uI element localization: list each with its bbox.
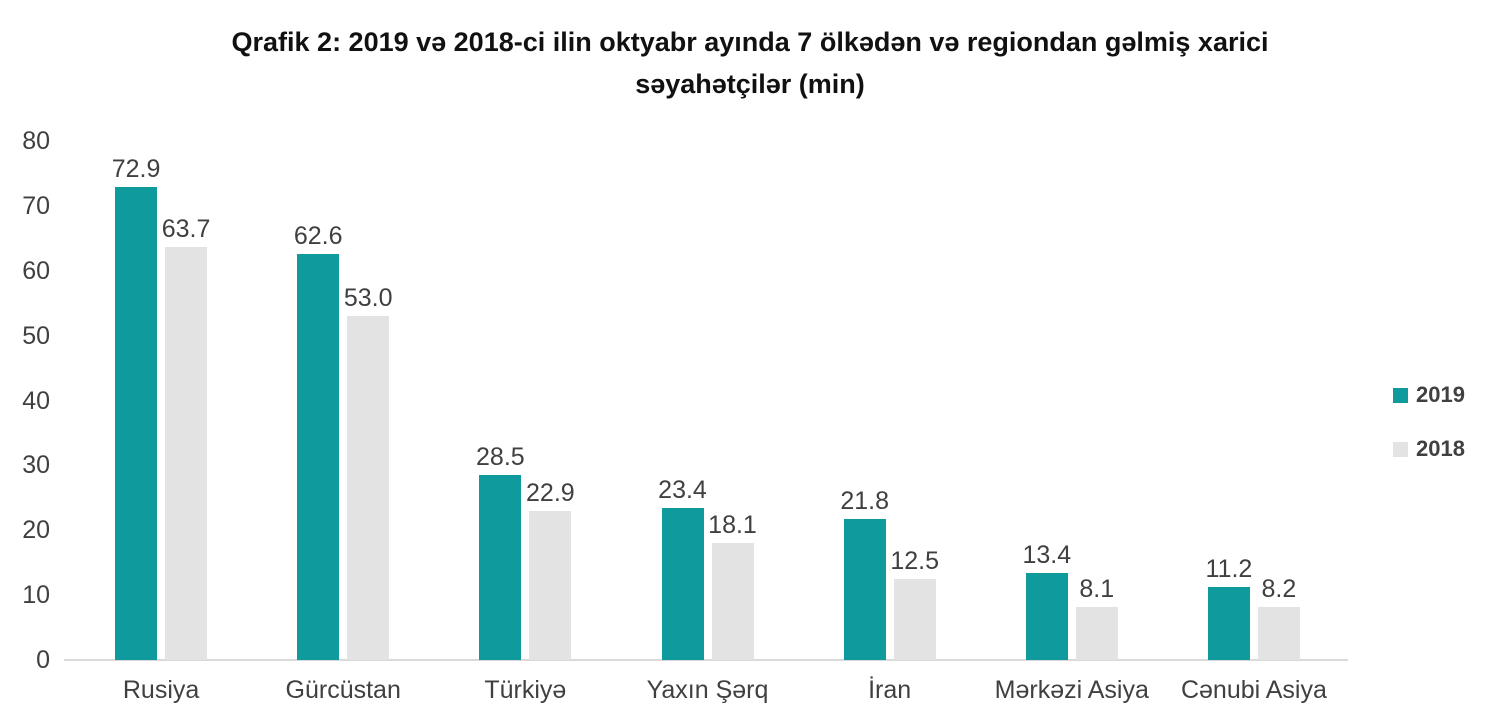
bar-col-2018-t-rkiy-: 22.9: [526, 481, 575, 660]
value-label-2019-c-nubi-asiya: 11.2: [1205, 555, 1253, 584]
x-axis-label-yax-n-rq: Yaxın Şərq: [646, 676, 769, 704]
value-label-2018-yax-n-rq: 18.1: [708, 510, 757, 539]
bar-col-2019-c-nubi-asiya: 11.2: [1205, 555, 1253, 660]
bar-2019-yax-n-rq: [661, 508, 704, 660]
y-tick-label: 60: [22, 256, 50, 285]
bar-group-rusiya: 72.9 63.7: [112, 157, 210, 660]
bar-2018-g-rc-stan: [347, 316, 390, 660]
x-axis-labels: Rusiya Gürcüstan Türkiyə Yaxın Şərq İran Mərk…: [70, 676, 1345, 710]
y-tick-label: 10: [22, 581, 50, 610]
bar-2018-yax-n-rq: [711, 542, 754, 660]
legend-label-2018: 2018: [1416, 436, 1465, 461]
bar-2018-t-rkiy-: [529, 511, 572, 660]
plot-area: 72.9 63.7 62.6 53.0 28.5 22.9 23.4 18.1 21.8 12.5…: [70, 141, 1345, 660]
y-tick-label: 20: [22, 516, 50, 545]
bar-2019-g-rc-stan: [297, 253, 340, 660]
legend-item-2019: 2019: [1393, 384, 1465, 406]
chart-title: Qrafik 2: 2019 və 2018-ci ilin oktyabr a…: [231, 27, 1269, 99]
y-tick-label: 50: [22, 321, 50, 350]
bar-group-m-rk-zi-asiya: 13.4 8.1: [1022, 543, 1118, 660]
bar-2019-c-nubi-asiya: [1207, 587, 1250, 660]
value-label-2019-i-ran: 21.8: [840, 486, 889, 515]
x-axis-label-rusiya: Rusiya: [122, 676, 200, 704]
bar-col-2019-i-ran: 21.8: [840, 488, 889, 660]
bar-2018-m-rk-zi-asiya: [1075, 607, 1118, 660]
bar-col-2018-yax-n-rq: 18.1: [708, 512, 757, 660]
bar-2018-c-nubi-asiya: [1257, 606, 1300, 660]
bar-col-2019-t-rkiy-: 28.5: [476, 445, 525, 660]
bar-2019-i-ran: [843, 518, 886, 660]
bar-col-2018-rusiya: 63.7: [162, 216, 210, 660]
y-tick-label: 30: [22, 451, 50, 480]
value-label-2018-i-ran: 12.5: [890, 546, 939, 575]
x-axis-label-c-nubi-asiya: Cənubi Asiya: [1180, 676, 1327, 704]
x-axis-label-i-ran: İran: [868, 676, 912, 704]
value-label-2018-m-rk-zi-asiya: 8.1: [1079, 575, 1115, 604]
bar-col-2019-rusiya: 72.9: [112, 157, 160, 660]
value-label-2019-rusiya: 72.9: [111, 155, 161, 184]
bar-col-2018-m-rk-zi-asiya: 8.1: [1075, 575, 1118, 660]
bar-2019-rusiya: [115, 187, 158, 660]
bar-group-t-rkiy-: 28.5 22.9: [476, 445, 575, 660]
y-tick-label: 80: [22, 127, 50, 155]
x-axis-label-t-rkiy-: Türkiyə: [484, 676, 567, 704]
bar-col-2019-m-rk-zi-asiya: 13.4: [1022, 543, 1071, 660]
bar-col-2018-c-nubi-asiya: 8.2: [1257, 574, 1300, 660]
value-label-2018-g-rc-stan: 53.0: [343, 284, 393, 313]
bar-2018-i-ran: [893, 578, 936, 660]
bar-col-2019-yax-n-rq: 23.4: [658, 478, 707, 660]
bar-col-2018-g-rc-stan: 53.0: [344, 286, 393, 660]
value-label-2018-rusiya: 63.7: [161, 214, 211, 243]
legend-item-2018: 2018: [1393, 438, 1465, 460]
value-label-2019-t-rkiy-: 28.5: [476, 443, 525, 472]
x-axis-line: [64, 659, 1348, 661]
bar-group-i-ran: 21.8 12.5: [840, 488, 939, 660]
value-label-2019-g-rc-stan: 62.6: [293, 221, 343, 250]
y-tick-label: 40: [22, 386, 50, 415]
bar-group-g-rc-stan: 62.6 53.0: [294, 223, 393, 660]
bar-col-2019-g-rc-stan: 62.6: [294, 223, 343, 660]
legend: 2019 2018: [1393, 384, 1465, 492]
y-tick-label: 70: [22, 191, 50, 220]
value-label-2019-yax-n-rq: 23.4: [658, 476, 707, 505]
x-axis-label-m-rk-zi-asiya: Mərkəzi Asiya: [994, 676, 1149, 704]
y-tick-label: 0: [36, 646, 50, 674]
value-label-2019-m-rk-zi-asiya: 13.4: [1022, 541, 1072, 570]
legend-label-2019: 2019: [1416, 382, 1465, 407]
value-label-2018-c-nubi-asiya: 8.2: [1261, 574, 1297, 603]
value-label-2018-t-rkiy-: 22.9: [526, 479, 575, 508]
bar-col-2018-i-ran: 12.5: [890, 548, 939, 660]
bar-2018-rusiya: [165, 246, 208, 660]
legend-swatch-2019: [1393, 387, 1408, 403]
bar-group-c-nubi-asiya: 11.2 8.2: [1205, 555, 1300, 660]
bar-group-yax-n-rq: 23.4 18.1: [658, 478, 757, 660]
y-axis: 0 10 20 30 40 50 60 70 80: [0, 128, 50, 673]
bar-2019-m-rk-zi-asiya: [1025, 573, 1068, 660]
bar-2019-t-rkiy-: [479, 475, 522, 660]
x-axis-label-g-rc-stan: Gürcüstan: [285, 676, 401, 704]
legend-swatch-2018: [1393, 441, 1408, 457]
